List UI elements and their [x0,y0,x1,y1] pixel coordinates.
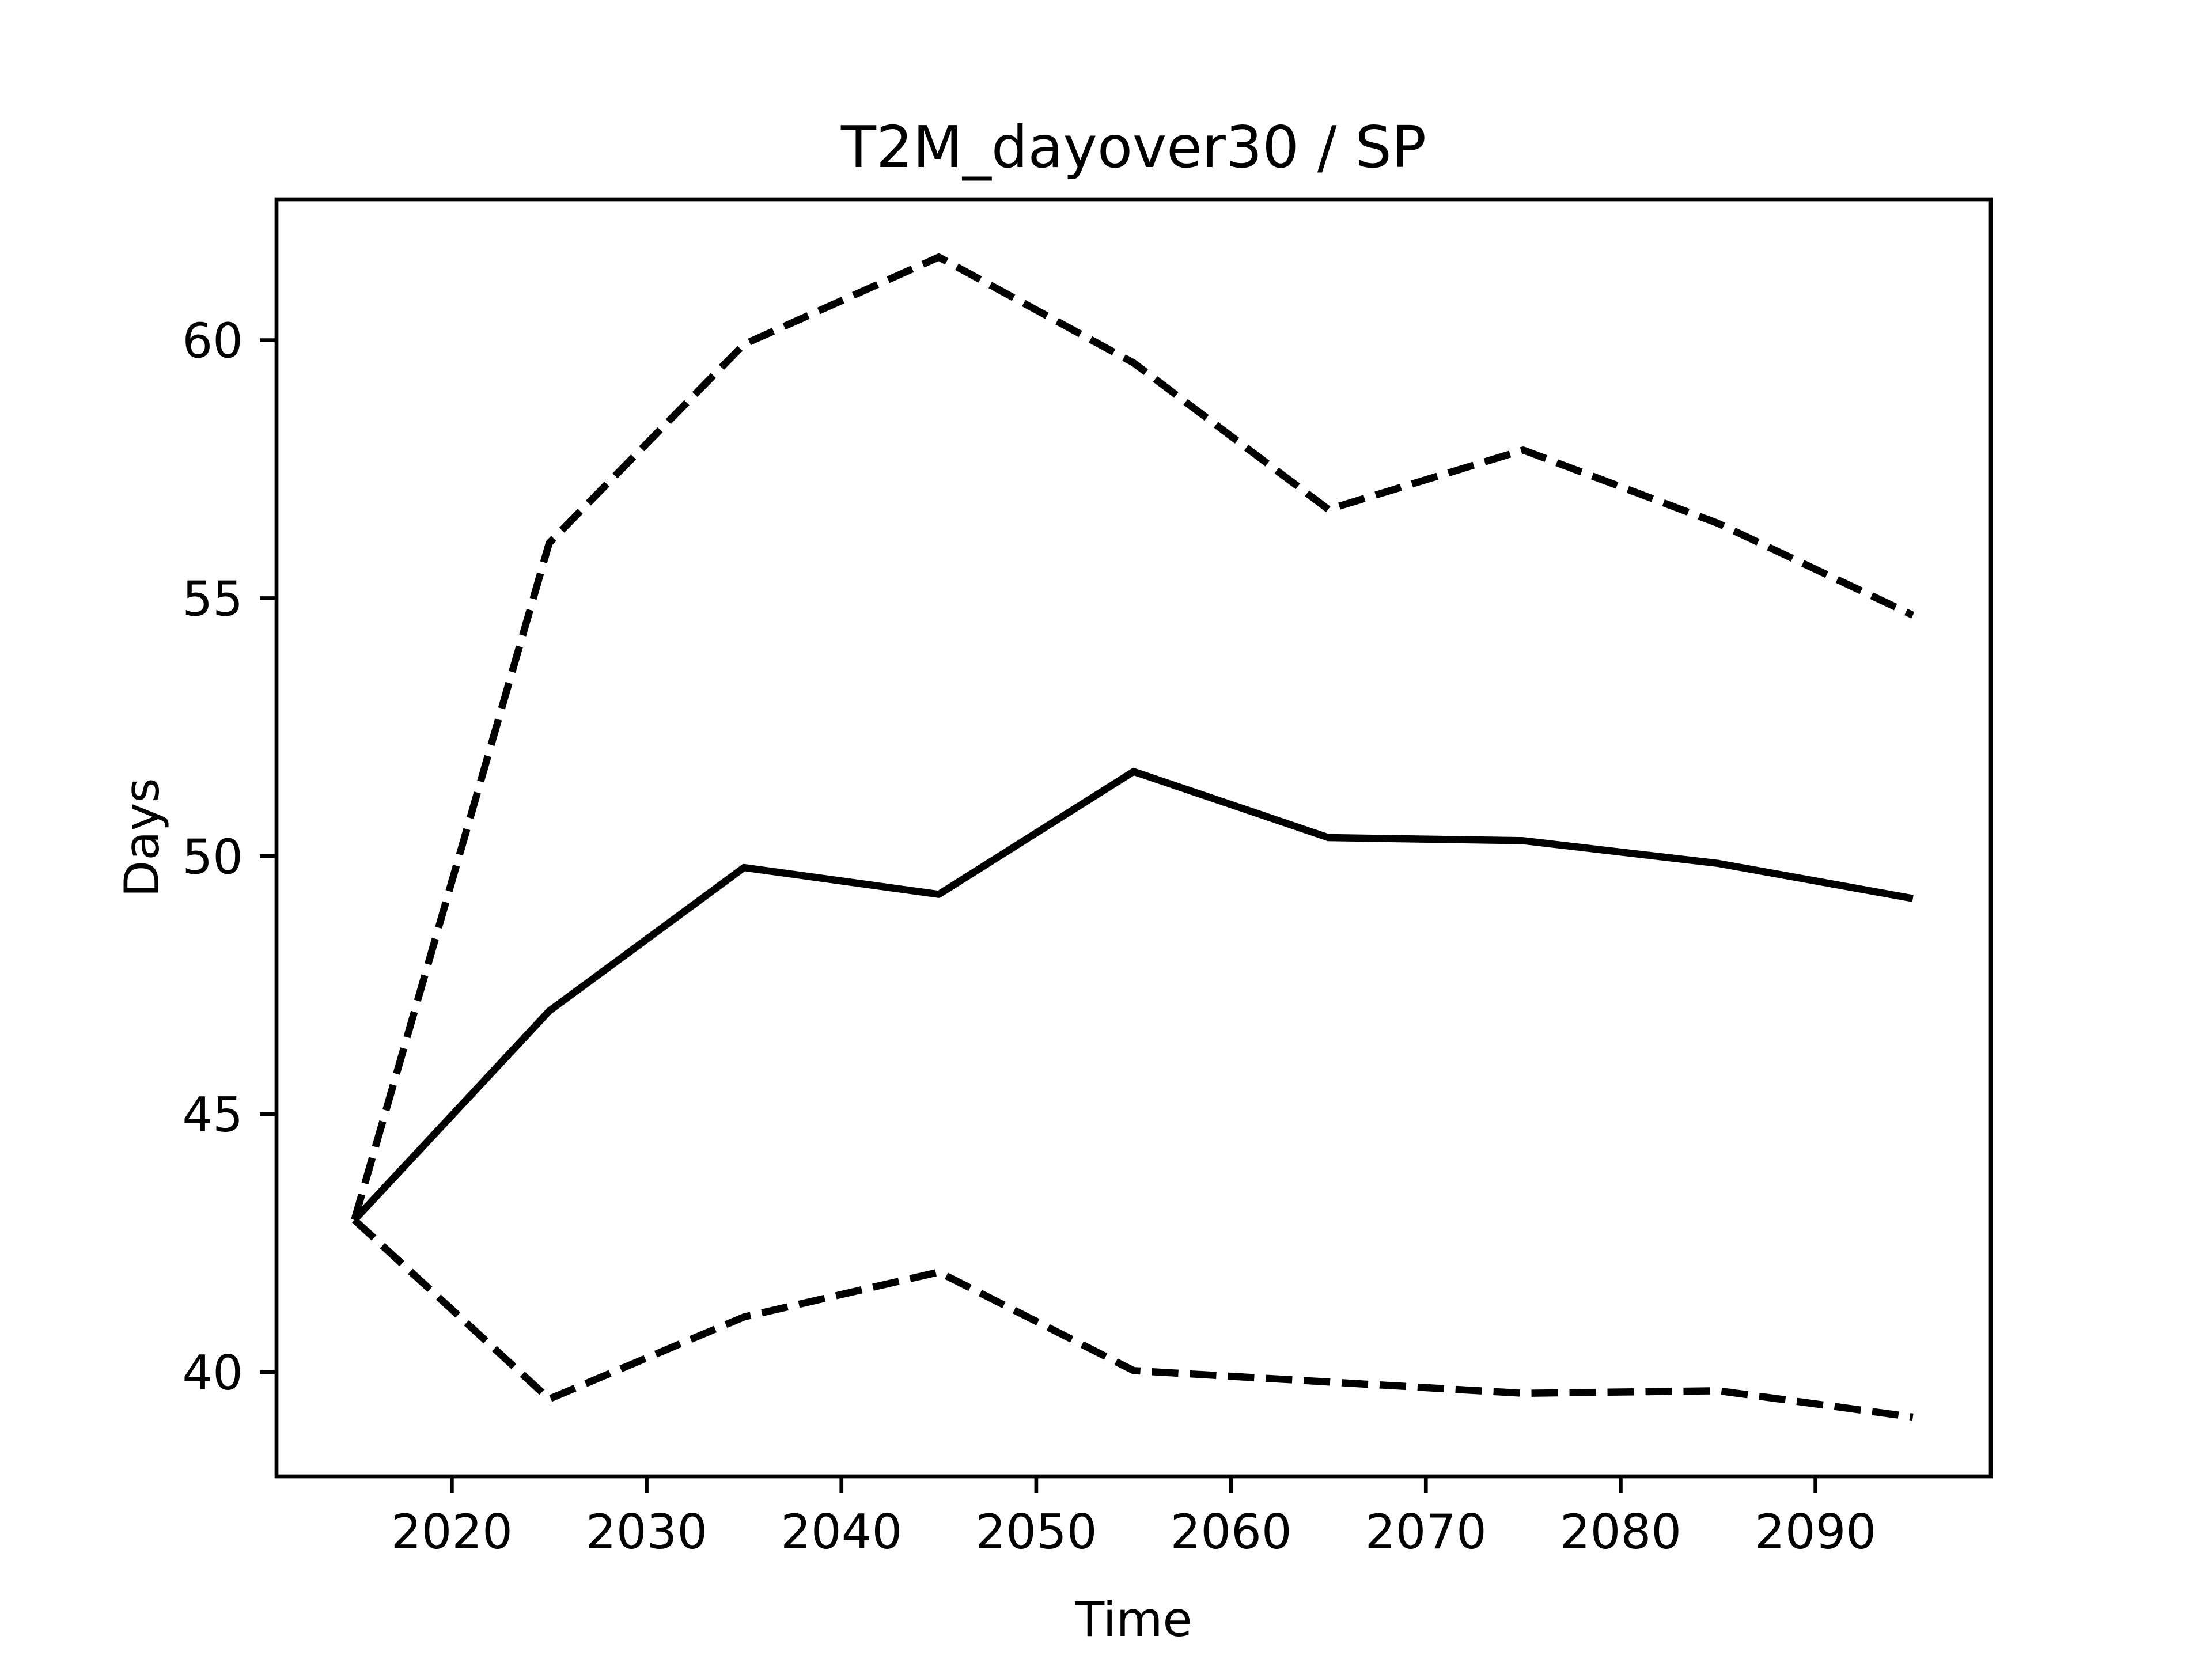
y-tick-label: 45 [182,1087,243,1143]
x-tick-label: 2040 [781,1504,902,1560]
x-tick-label: 2060 [1170,1504,1291,1560]
x-tick-label: 2090 [1755,1504,1876,1560]
x-tick-label: 2050 [975,1504,1097,1560]
x-tick-label: 2070 [1365,1504,1487,1560]
y-tick-label: 60 [182,313,243,369]
x-axis-label: Time [1074,1592,1192,1647]
line [352,1217,1914,1421]
x-tick-label: 2020 [391,1504,513,1560]
line [351,768,1914,1223]
axes-frame [274,197,1993,1479]
y-tick-label: 40 [182,1345,243,1401]
x-tick-label: 2080 [1560,1504,1681,1560]
line [351,253,1915,1221]
y-tick-label: 50 [182,829,243,885]
y-axis-label: Days [114,778,170,897]
y-tick-label: 55 [182,571,243,627]
x-tick-label: 2030 [586,1504,707,1560]
chart-title: T2M_dayover30 / SP [840,113,1426,181]
